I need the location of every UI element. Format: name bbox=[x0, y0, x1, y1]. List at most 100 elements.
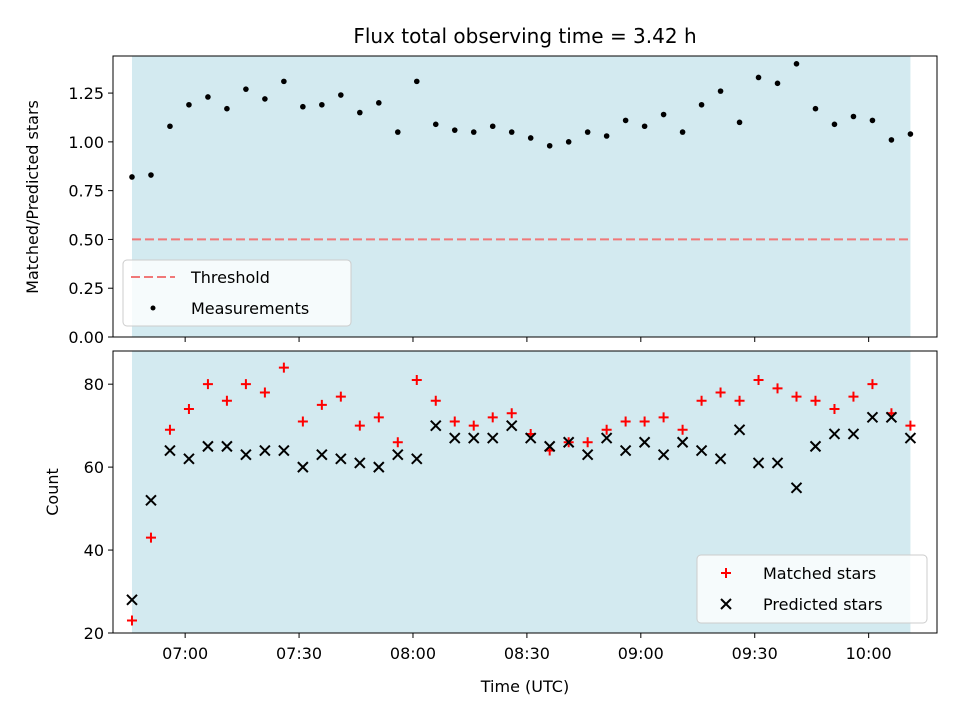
predicted-star-point bbox=[657, 448, 670, 461]
measurement-point bbox=[565, 139, 572, 145]
measurement-point bbox=[205, 94, 211, 100]
predicted-star-point bbox=[392, 448, 404, 461]
measurement-point bbox=[812, 105, 819, 112]
matched-star-point bbox=[449, 416, 460, 427]
legend-predicted-swatch bbox=[720, 598, 732, 610]
measurement-point bbox=[243, 86, 249, 92]
measurement-point bbox=[432, 121, 439, 128]
matched-star-point bbox=[734, 395, 745, 406]
legend-matched-label: Matched stars bbox=[763, 564, 876, 583]
matched-star-point bbox=[202, 379, 213, 390]
measurement-point bbox=[869, 117, 876, 124]
measurement-point bbox=[527, 135, 534, 141]
predicted-star-point bbox=[676, 436, 689, 448]
count-axes-frame bbox=[112, 350, 938, 634]
measurement-point bbox=[338, 92, 344, 98]
measurement-point bbox=[394, 129, 401, 135]
predicted-star-point bbox=[828, 428, 841, 440]
measurement-point bbox=[489, 123, 496, 130]
count-y-tick-label: 40 bbox=[84, 541, 104, 560]
matched-star-point bbox=[620, 416, 631, 427]
predicted-star-point bbox=[354, 457, 366, 469]
predicted-star-point bbox=[904, 432, 917, 444]
matched-star-point bbox=[259, 387, 270, 398]
matched-star-point bbox=[582, 437, 593, 448]
measurement-point bbox=[622, 117, 629, 124]
matched-star-point bbox=[221, 395, 232, 406]
predicted-star-point bbox=[619, 444, 632, 457]
measurement-point bbox=[717, 88, 724, 94]
predicted-star-point bbox=[866, 411, 879, 424]
matched-star-point bbox=[639, 416, 650, 427]
predicted-star-point bbox=[562, 436, 575, 448]
ratio-y-tick-label: 1.00 bbox=[68, 133, 104, 152]
measurement-point bbox=[755, 74, 762, 81]
x-tick-label: 10:00 bbox=[846, 644, 892, 663]
measurement-point bbox=[679, 129, 686, 135]
matched-star-point bbox=[373, 412, 384, 423]
matched-star-point bbox=[126, 615, 137, 626]
measurement-point bbox=[888, 137, 895, 143]
matched-star-point bbox=[145, 532, 156, 543]
matched-star-point bbox=[316, 399, 327, 410]
predicted-star-point bbox=[790, 482, 803, 494]
ratio-y-tick-label: 1.25 bbox=[68, 84, 104, 103]
measurement-point bbox=[850, 113, 857, 120]
measurement-point bbox=[660, 111, 667, 118]
matched-star-point bbox=[715, 387, 726, 398]
measurement-point bbox=[641, 123, 648, 130]
ratio-y-tick-label: 0.75 bbox=[68, 182, 104, 201]
matched-star-point bbox=[791, 391, 802, 402]
predicted-star-point bbox=[809, 440, 822, 453]
measurement-point bbox=[148, 172, 154, 178]
predicted-star-point bbox=[487, 432, 499, 444]
x-tick-label: 08:30 bbox=[504, 644, 550, 663]
predicted-star-point bbox=[164, 444, 176, 457]
predicted-star-point bbox=[335, 453, 347, 465]
ratio-y-tick-label: 0.25 bbox=[68, 279, 104, 298]
predicted-star-point bbox=[240, 448, 252, 461]
predicted-star-point bbox=[885, 411, 898, 424]
predicted-star-point bbox=[543, 440, 556, 453]
matched-star-point bbox=[696, 395, 707, 406]
predicted-star-point bbox=[297, 461, 309, 473]
measurement-point bbox=[736, 119, 743, 126]
chart-title: Flux total observing time = 3.42 h bbox=[353, 24, 696, 48]
x-tick-label: 08:00 bbox=[390, 644, 436, 663]
matched-star-point bbox=[487, 412, 498, 423]
matched-star-point bbox=[601, 424, 612, 435]
measurement-point bbox=[186, 101, 192, 108]
matched-star-point bbox=[905, 420, 916, 431]
legend-predicted-label: Predicted stars bbox=[763, 595, 883, 614]
legend-box bbox=[122, 259, 352, 327]
matched-star-point bbox=[753, 375, 764, 386]
count-y-axis-label: Count bbox=[43, 468, 62, 516]
measurement-point bbox=[281, 78, 287, 85]
measurement-point bbox=[167, 123, 173, 130]
legend-threshold-label: Threshold bbox=[190, 268, 270, 287]
measurement-point bbox=[224, 105, 230, 112]
matched-star-point bbox=[240, 379, 251, 390]
measurement-point bbox=[300, 103, 306, 110]
matched-star-point bbox=[829, 404, 840, 415]
legend-matched-swatch bbox=[721, 568, 731, 578]
count-panel: 20 40 60 80 07:00 07:30 08:00 08:30 09:00 09:30 10… bbox=[84, 350, 938, 663]
count-y-tick-label: 80 bbox=[84, 375, 104, 394]
matched-star-point bbox=[506, 408, 517, 419]
matched-star-point bbox=[278, 362, 289, 373]
x-tick-label: 07:30 bbox=[276, 644, 322, 663]
predicted-star-point bbox=[202, 440, 214, 453]
ratio-y-axis-label: Matched/Predicted stars bbox=[23, 100, 42, 294]
measurement-point bbox=[470, 129, 477, 135]
matched-star-point bbox=[354, 420, 365, 431]
x-tick-label: 09:30 bbox=[732, 644, 778, 663]
measurement-point bbox=[831, 121, 838, 128]
measurement-point bbox=[129, 174, 135, 180]
predicted-star-point bbox=[506, 419, 518, 432]
legend-measurement-swatch bbox=[150, 305, 156, 311]
measurement-point bbox=[508, 129, 515, 135]
measurement-point bbox=[546, 142, 553, 149]
measurement-point bbox=[584, 129, 591, 135]
matched-star-point bbox=[335, 391, 346, 402]
